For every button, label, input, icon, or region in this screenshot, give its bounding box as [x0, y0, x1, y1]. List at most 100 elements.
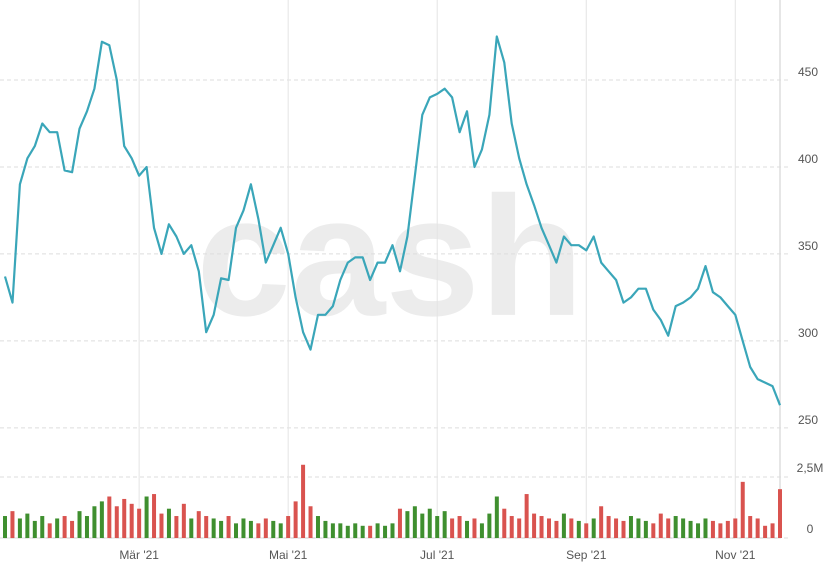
volume-bar — [479, 523, 484, 538]
volume-bar — [584, 523, 589, 538]
y-tick-label: 450 — [798, 65, 818, 79]
volume-bar — [465, 520, 470, 538]
volume-bar — [353, 523, 358, 538]
volume-bar — [599, 506, 604, 538]
volume-bar — [628, 516, 633, 538]
volume-bar — [487, 513, 492, 538]
volume-bar — [152, 494, 157, 538]
volume-bar — [174, 516, 179, 538]
volume-bar — [532, 513, 537, 538]
volume-bar — [397, 508, 402, 538]
x-tick-label: Mai '21 — [269, 548, 308, 562]
volume-bar — [524, 494, 529, 538]
volume-bar — [84, 516, 89, 538]
volume-bar — [323, 520, 328, 538]
y-tick-label: 250 — [798, 413, 818, 427]
volume-bar — [390, 523, 395, 538]
volume-bar — [740, 481, 745, 538]
volume-bar — [47, 523, 52, 538]
volume-bar — [77, 511, 82, 538]
volume-bar — [181, 503, 186, 538]
volume-bar — [189, 518, 194, 538]
y-tick-label: 400 — [798, 152, 818, 166]
volume-bar — [256, 523, 261, 538]
volume-bar — [62, 516, 67, 538]
volume-bar — [368, 525, 373, 538]
volume-bar — [137, 508, 142, 538]
volume-bar — [658, 513, 663, 538]
y2-tick-label: 0 — [807, 522, 814, 536]
volume-bar — [778, 489, 782, 538]
volume-bar — [278, 523, 283, 538]
volume-bar — [539, 516, 544, 538]
price-line — [3, 35, 782, 406]
volume-bar — [748, 516, 753, 538]
volume-bar — [636, 518, 641, 538]
volume-bar — [40, 516, 45, 538]
volume-bar — [681, 518, 686, 538]
y-tick-label: 300 — [798, 326, 818, 340]
volume-bar — [17, 518, 22, 538]
volume-bar — [710, 520, 715, 538]
volume-bar — [286, 516, 291, 538]
volume-bar — [420, 513, 425, 538]
volume-bar — [696, 523, 701, 538]
volume-bar — [330, 523, 335, 538]
volume-bar — [725, 520, 730, 538]
volume-bar — [204, 516, 209, 538]
volume-bar — [591, 518, 596, 538]
volume-bar — [129, 503, 134, 538]
y-tick-label: 350 — [798, 239, 818, 253]
volume-bar — [412, 506, 417, 538]
x-tick-label: Jul '21 — [420, 548, 455, 562]
volume-bar — [383, 525, 388, 538]
volume-bar — [673, 516, 678, 538]
volume-bar — [561, 513, 566, 538]
volume-bar — [70, 520, 75, 538]
volume-bar — [263, 518, 268, 538]
volume-bar — [569, 518, 574, 538]
volume-bar — [755, 518, 760, 538]
volume-bar — [308, 506, 313, 538]
volume-bar — [301, 464, 306, 538]
volume-bar — [293, 501, 298, 538]
volume-bar — [32, 520, 37, 538]
volume-bar — [107, 496, 112, 538]
volume-bar — [763, 525, 768, 538]
volume-bar — [666, 518, 671, 538]
volume-bar — [546, 518, 551, 538]
volume-bar — [718, 523, 723, 538]
volume-bar — [614, 518, 619, 538]
volume-bar — [315, 516, 320, 538]
volume-bar — [25, 513, 30, 538]
volume-bar — [442, 511, 447, 538]
volume-bar — [10, 511, 15, 538]
volume-bar — [703, 518, 708, 538]
volume-bar — [450, 518, 455, 538]
volume-bar — [360, 525, 365, 538]
volume-bar — [122, 498, 127, 538]
volume-bar — [99, 501, 104, 538]
volume-bar — [554, 520, 559, 538]
volume-bar — [427, 508, 432, 538]
volume-bar — [55, 518, 60, 538]
volume-bar — [196, 511, 201, 538]
volume-bar — [92, 506, 97, 538]
volume-bar — [211, 518, 216, 538]
volume-bar — [435, 516, 440, 538]
volume-bar — [159, 513, 164, 538]
x-tick-label: Nov '21 — [715, 548, 756, 562]
volume-bar — [234, 523, 239, 538]
volume-bar — [3, 516, 7, 538]
volume-bar — [144, 496, 149, 538]
volume-bar — [509, 516, 514, 538]
volume-bar — [248, 520, 253, 538]
x-tick-label: Mär '21 — [119, 548, 159, 562]
volume-bar — [688, 520, 693, 538]
volume-bar — [651, 523, 656, 538]
volume-bar — [241, 518, 246, 538]
x-tick-label: Sep '21 — [566, 548, 607, 562]
volume-bar — [733, 518, 738, 538]
volume-bar — [517, 518, 522, 538]
